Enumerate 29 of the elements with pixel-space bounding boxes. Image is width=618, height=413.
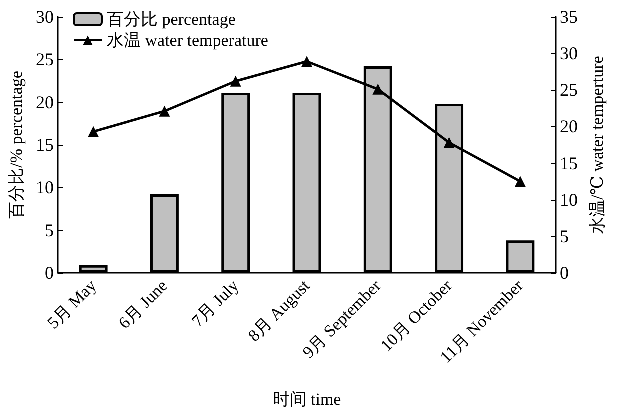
point <box>159 106 170 117</box>
point <box>88 126 100 138</box>
y2-tick-label: 10 <box>560 190 578 210</box>
y-tick-label: 25 <box>36 50 54 70</box>
legend-label: 水温 water temperature <box>107 31 268 50</box>
point <box>302 56 312 68</box>
y-tick-label: 15 <box>36 135 54 155</box>
y-tick-label: 10 <box>36 178 54 198</box>
point <box>514 176 526 188</box>
point <box>372 84 384 95</box>
y2-tick-label: 20 <box>560 116 578 137</box>
y2-tick-label: 30 <box>560 44 578 64</box>
y-tick-label: 5 <box>45 220 54 240</box>
y2-tick-label: 0 <box>560 263 569 283</box>
y2-tick-label: 25 <box>560 80 578 100</box>
y2-axis-title: 水温/℃ water temperture <box>588 56 607 234</box>
point <box>444 137 455 148</box>
y-tick-label: 30 <box>36 7 54 27</box>
point <box>230 76 242 87</box>
y2-tick-label: 15 <box>560 153 578 174</box>
y-tick-label: 0 <box>45 263 54 283</box>
legend-label: 百分比 percentage <box>107 10 236 29</box>
x-axis-title: 时间 time <box>272 390 342 409</box>
y-axis-title: 百分比/% percentage <box>7 71 26 219</box>
y-tick-label: 20 <box>36 92 54 112</box>
x-tick-label: 6月 June <box>114 276 172 333</box>
x-tick-label: 7月 July <box>188 276 243 331</box>
y2-tick-label: 35 <box>560 7 578 27</box>
y2-tick-label: 5 <box>560 226 569 246</box>
